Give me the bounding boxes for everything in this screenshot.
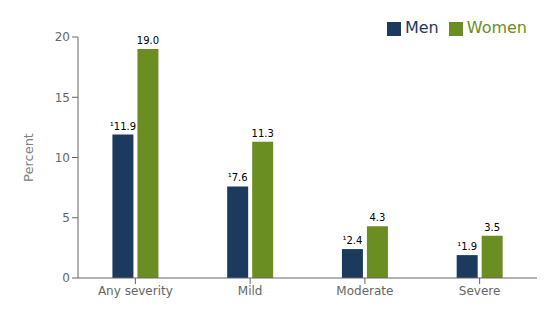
svg-text:¹11.9: ¹11.9 <box>110 121 136 132</box>
html-text:Women: Women <box>466 18 527 37</box>
svg-text:Severe: Severe <box>459 284 501 298</box>
svg-text:5: 5 <box>62 211 70 225</box>
svg-text:¹2.4: ¹2.4 <box>342 235 362 246</box>
svg-text:10: 10 <box>55 151 70 165</box>
html-text:Men: Men <box>405 18 439 37</box>
svg-text:Mild: Mild <box>238 284 263 298</box>
svg-text:0: 0 <box>62 271 70 285</box>
svg-text:Moderate: Moderate <box>336 284 393 298</box>
svg-text:¹1.9: ¹1.9 <box>457 241 477 252</box>
svg-text:19.0: 19.0 <box>137 35 159 46</box>
svg-text:15: 15 <box>55 91 70 105</box>
svg-text:4.3: 4.3 <box>369 212 385 223</box>
svg-text:Any severity: Any severity <box>98 284 173 298</box>
svg-text:20: 20 <box>55 30 70 44</box>
svg-text:3.5: 3.5 <box>484 222 500 233</box>
svg-text:¹7.6: ¹7.6 <box>228 172 248 183</box>
svg-text:Percent: Percent <box>21 133 36 182</box>
svg-text:11.3: 11.3 <box>252 128 274 139</box>
